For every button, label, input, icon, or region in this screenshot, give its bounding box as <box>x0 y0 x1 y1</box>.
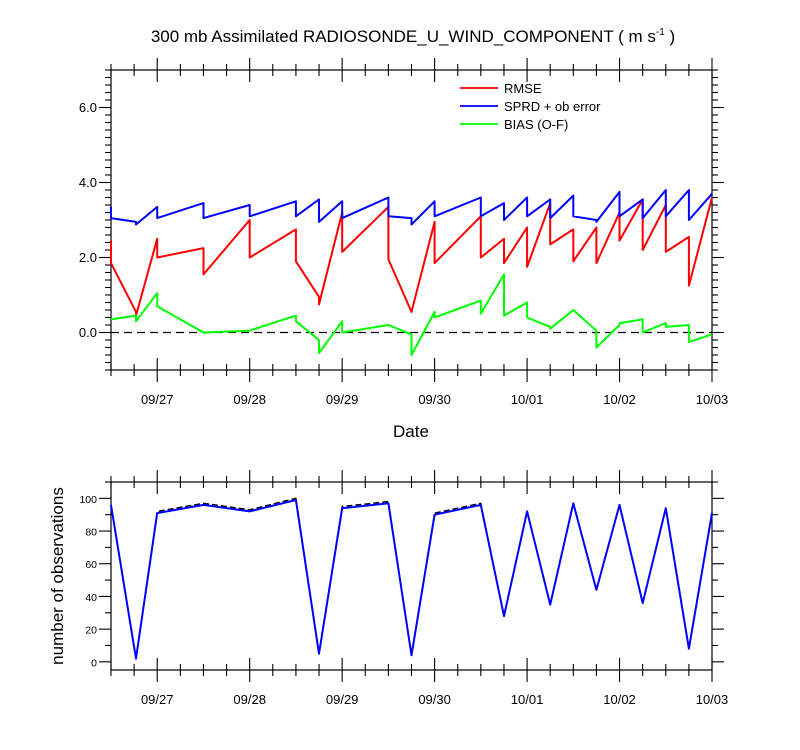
chart-title-superscript: -1 <box>656 27 665 38</box>
bottom-y-tick-labels: 0 20 40 60 80 100 <box>79 494 97 669</box>
series-line-observations-possible <box>110 497 713 660</box>
y-tick-label: 100 <box>79 494 97 506</box>
series-line-observations-assimilated <box>110 499 713 660</box>
x-tick-label: 09/29 <box>326 392 359 407</box>
legend-rmse-label: RMSE <box>504 81 542 96</box>
legend-bias-label: BIAS (O-F) <box>504 117 568 132</box>
x-tick-label: 09/30 <box>418 392 451 407</box>
y-tick-label: 0 <box>91 657 97 669</box>
x-tick-label: 10/03 <box>696 392 729 407</box>
x-tick-label: 10/03 <box>696 692 729 707</box>
top-series-group <box>110 189 713 356</box>
x-tick-label: 09/27 <box>141 392 174 407</box>
y-tick-label: 20 <box>85 625 97 637</box>
x-tick-label: 09/28 <box>233 692 266 707</box>
top-ticks <box>99 58 724 382</box>
x-tick-label: 09/27 <box>141 692 174 707</box>
top-x-tick-labels: 09/27 09/28 09/29 09/30 10/01 10/02 10/03 <box>141 392 728 407</box>
x-tick-label: 10/02 <box>603 392 636 407</box>
y-tick-label: 4.0 <box>79 175 97 190</box>
legend-sprd-label: SPRD + ob error <box>504 99 601 114</box>
bottom-x-tick-labels: 09/27 09/28 09/29 09/30 10/01 10/02 10/03 <box>141 692 728 707</box>
chart-title: 300 mb Assimilated RADIOSONDE_U_WIND_COM… <box>151 27 675 46</box>
y-tick-label: 40 <box>85 592 97 604</box>
y-tick-label: 0.0 <box>79 325 97 340</box>
x-axis-title: Date <box>393 422 429 441</box>
series-line-bias-o-f <box>110 273 713 356</box>
top-y-tick-labels: 0.0 2.0 4.0 6.0 <box>79 100 97 340</box>
chart-title-suffix: ) <box>665 27 675 46</box>
top-panel: 0.0 2.0 4.0 6.0 09/27 09/28 09/29 09/30 10/01 10… <box>79 58 728 441</box>
x-tick-label: 10/02 <box>603 692 636 707</box>
y-tick-label: 60 <box>85 559 97 571</box>
legend: RMSE SPRD + ob error BIAS (O-F) <box>460 81 601 132</box>
series-line-sprd-ob-error <box>110 189 713 226</box>
bottom-series-group <box>110 497 713 660</box>
bottom-ticks <box>99 470 724 682</box>
y-tick-label: 2.0 <box>79 250 97 265</box>
bottom-plot-frame <box>110 481 713 671</box>
x-tick-label: 10/01 <box>511 692 544 707</box>
y-axis-title: number of observations <box>48 487 67 665</box>
x-tick-label: 09/30 <box>418 692 451 707</box>
y-tick-label: 6.0 <box>79 100 97 115</box>
series-line-rmse <box>110 197 713 317</box>
x-tick-label: 10/01 <box>511 392 544 407</box>
bottom-panel: 0 20 40 60 80 100 09/27 09/28 09/29 09/30 10/01 10… <box>48 470 728 707</box>
chart-title-main: 300 mb Assimilated RADIOSONDE_U_WIND_COM… <box>151 27 656 46</box>
x-tick-label: 09/28 <box>233 392 266 407</box>
x-tick-label: 09/29 <box>326 692 359 707</box>
y-tick-label: 80 <box>85 527 97 539</box>
